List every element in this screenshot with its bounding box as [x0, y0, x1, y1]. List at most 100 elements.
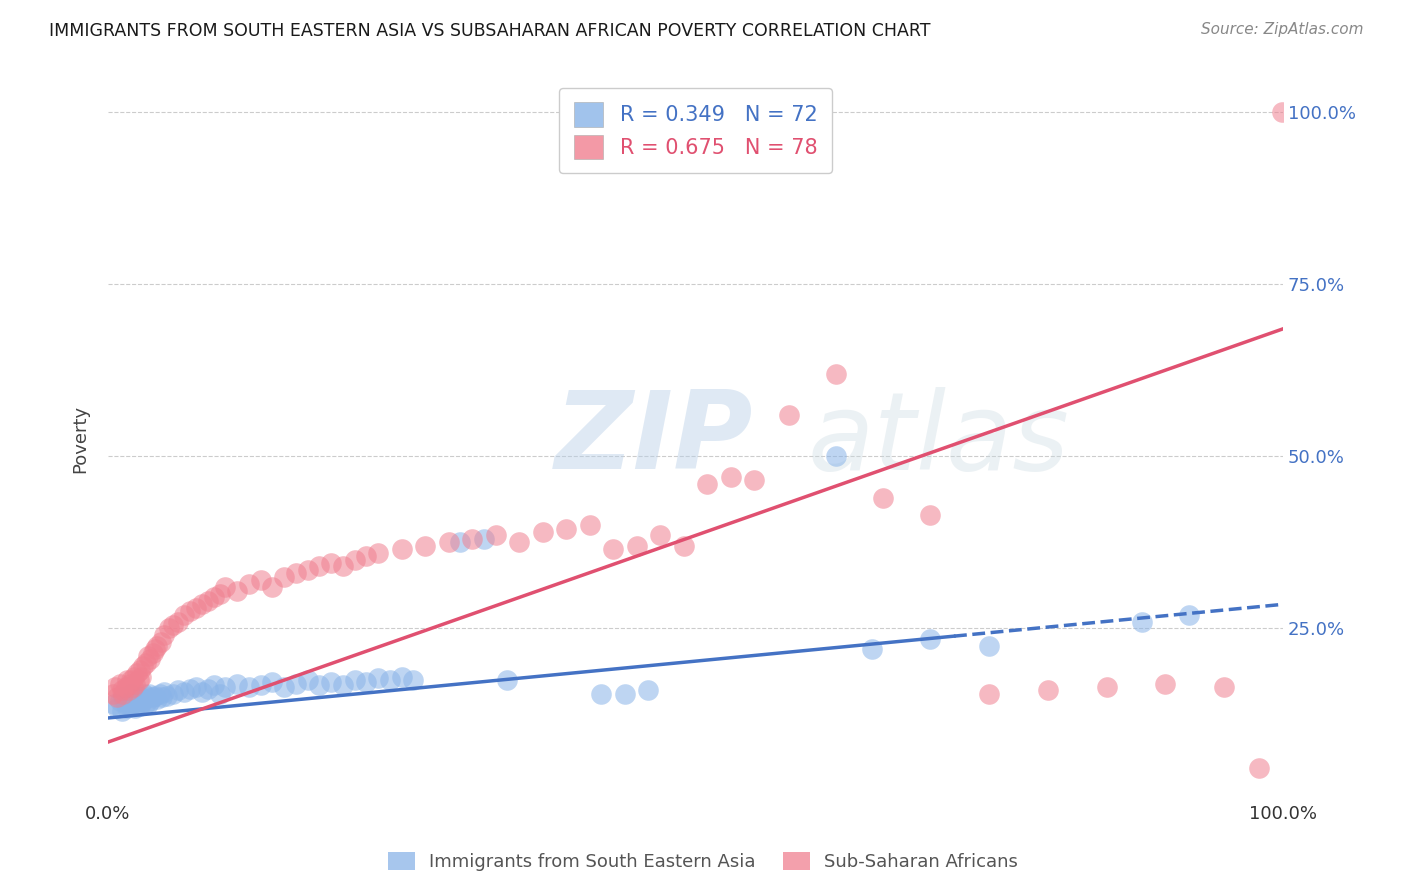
- Legend: R = 0.349   N = 72, R = 0.675   N = 78: R = 0.349 N = 72, R = 0.675 N = 78: [560, 87, 832, 173]
- Point: [124, 700, 146, 714]
- Point: [132, 659, 155, 673]
- Point: [173, 607, 195, 622]
- Point: [297, 563, 319, 577]
- Point: [450, 535, 472, 549]
- Point: [226, 676, 249, 690]
- Point: [1130, 615, 1153, 629]
- Point: [167, 615, 190, 629]
- Point: [112, 687, 135, 701]
- Point: [249, 678, 271, 692]
- Point: [413, 539, 436, 553]
- Point: [825, 367, 848, 381]
- Point: [872, 491, 894, 505]
- Point: [128, 694, 150, 708]
- Point: [238, 576, 260, 591]
- Point: [214, 580, 236, 594]
- Point: [650, 528, 672, 542]
- Point: [332, 559, 354, 574]
- Point: [825, 449, 848, 463]
- Point: [146, 691, 169, 706]
- Point: [273, 570, 295, 584]
- Point: [191, 597, 214, 611]
- Point: [167, 683, 190, 698]
- Point: [139, 694, 162, 708]
- Point: [136, 697, 159, 711]
- Point: [1154, 676, 1177, 690]
- Point: [742, 474, 765, 488]
- Point: [1036, 683, 1059, 698]
- Y-axis label: Poverty: Poverty: [72, 405, 89, 473]
- Point: [150, 690, 173, 705]
- Point: [356, 549, 378, 563]
- Point: [321, 556, 343, 570]
- Point: [979, 639, 1001, 653]
- Point: [135, 696, 157, 710]
- Point: [142, 690, 165, 705]
- Point: [139, 652, 162, 666]
- Point: [173, 685, 195, 699]
- Point: [720, 470, 742, 484]
- Point: [297, 673, 319, 687]
- Point: [555, 522, 578, 536]
- Point: [136, 648, 159, 663]
- Point: [637, 683, 659, 698]
- Point: [226, 583, 249, 598]
- Point: [202, 591, 225, 605]
- Point: [135, 656, 157, 670]
- Point: [920, 632, 942, 646]
- Point: [402, 673, 425, 687]
- Point: [156, 689, 179, 703]
- Point: [117, 694, 139, 708]
- Point: [128, 663, 150, 677]
- Point: [121, 673, 143, 687]
- Point: [153, 628, 176, 642]
- Point: [1095, 680, 1118, 694]
- Point: [115, 673, 138, 687]
- Point: [111, 704, 134, 718]
- Point: [142, 646, 165, 660]
- Point: [121, 696, 143, 710]
- Point: [105, 700, 128, 714]
- Point: [162, 687, 184, 701]
- Point: [121, 687, 143, 701]
- Point: [138, 687, 160, 701]
- Point: [124, 676, 146, 690]
- Point: [391, 670, 413, 684]
- Text: IMMIGRANTS FROM SOUTH EASTERN ASIA VS SUBSAHARAN AFRICAN POVERTY CORRELATION CHA: IMMIGRANTS FROM SOUTH EASTERN ASIA VS SU…: [49, 22, 931, 40]
- Point: [1178, 607, 1201, 622]
- Point: [103, 697, 125, 711]
- Point: [367, 546, 389, 560]
- Point: [378, 673, 401, 687]
- Point: [208, 687, 231, 701]
- Point: [472, 532, 495, 546]
- Point: [129, 690, 152, 705]
- Point: [118, 690, 141, 705]
- Point: [191, 685, 214, 699]
- Point: [146, 639, 169, 653]
- Point: [461, 532, 484, 546]
- Point: [343, 673, 366, 687]
- Point: [238, 680, 260, 694]
- Point: [131, 695, 153, 709]
- Point: [308, 678, 330, 692]
- Point: [101, 687, 124, 701]
- Point: [249, 573, 271, 587]
- Point: [437, 535, 460, 549]
- Point: [162, 618, 184, 632]
- Point: [120, 698, 142, 713]
- Point: [197, 681, 219, 696]
- Point: [129, 670, 152, 684]
- Point: [1213, 680, 1236, 694]
- Text: ZIP: ZIP: [554, 386, 752, 492]
- Point: [105, 690, 128, 705]
- Point: [114, 680, 136, 694]
- Point: [321, 675, 343, 690]
- Point: [591, 687, 613, 701]
- Point: [332, 678, 354, 692]
- Point: [672, 539, 695, 553]
- Point: [184, 600, 207, 615]
- Point: [120, 676, 142, 690]
- Point: [179, 681, 201, 696]
- Point: [179, 604, 201, 618]
- Point: [104, 680, 127, 694]
